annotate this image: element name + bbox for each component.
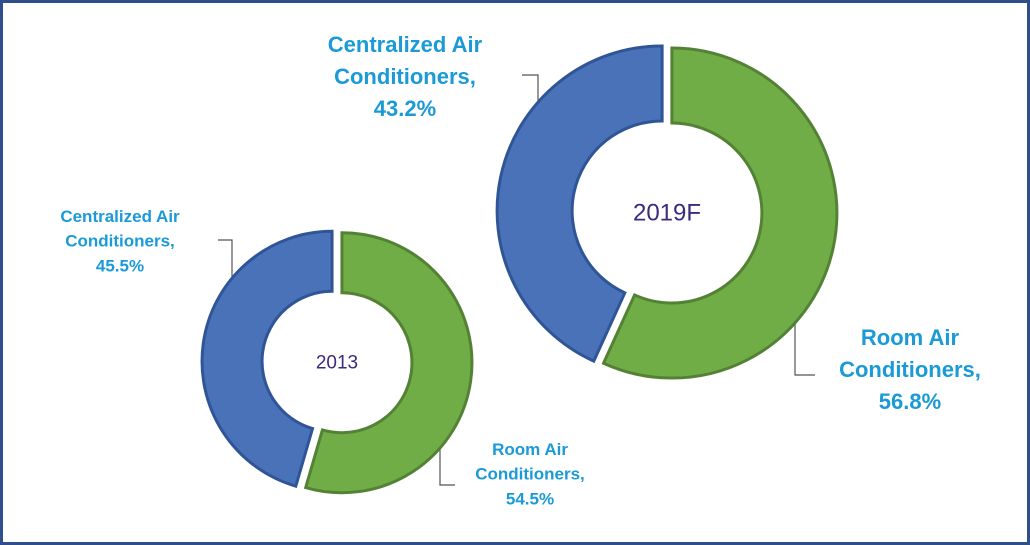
slice-label: Room Air Conditioners, — [475, 440, 585, 484]
value-label: 56.8% — [879, 389, 941, 414]
leader-line — [439, 440, 455, 486]
donut-slice — [601, 46, 839, 380]
slice-label: Centralized Air Conditioners, — [328, 32, 483, 89]
donut-center-title: 2013 — [316, 353, 358, 374]
donut-slice — [495, 44, 664, 364]
value-label: 43.2% — [374, 96, 436, 121]
value-label: 54.5% — [506, 489, 554, 508]
slice-label: Centralized Air Conditioners, — [60, 207, 180, 251]
donut-slice — [200, 229, 334, 488]
leader-line — [794, 318, 815, 376]
donut-slice — [303, 231, 474, 495]
donut-center-title: 2019F — [633, 199, 701, 226]
slice-label: Room Air Conditioners, — [839, 325, 981, 382]
value-label: 45.5% — [96, 256, 144, 275]
